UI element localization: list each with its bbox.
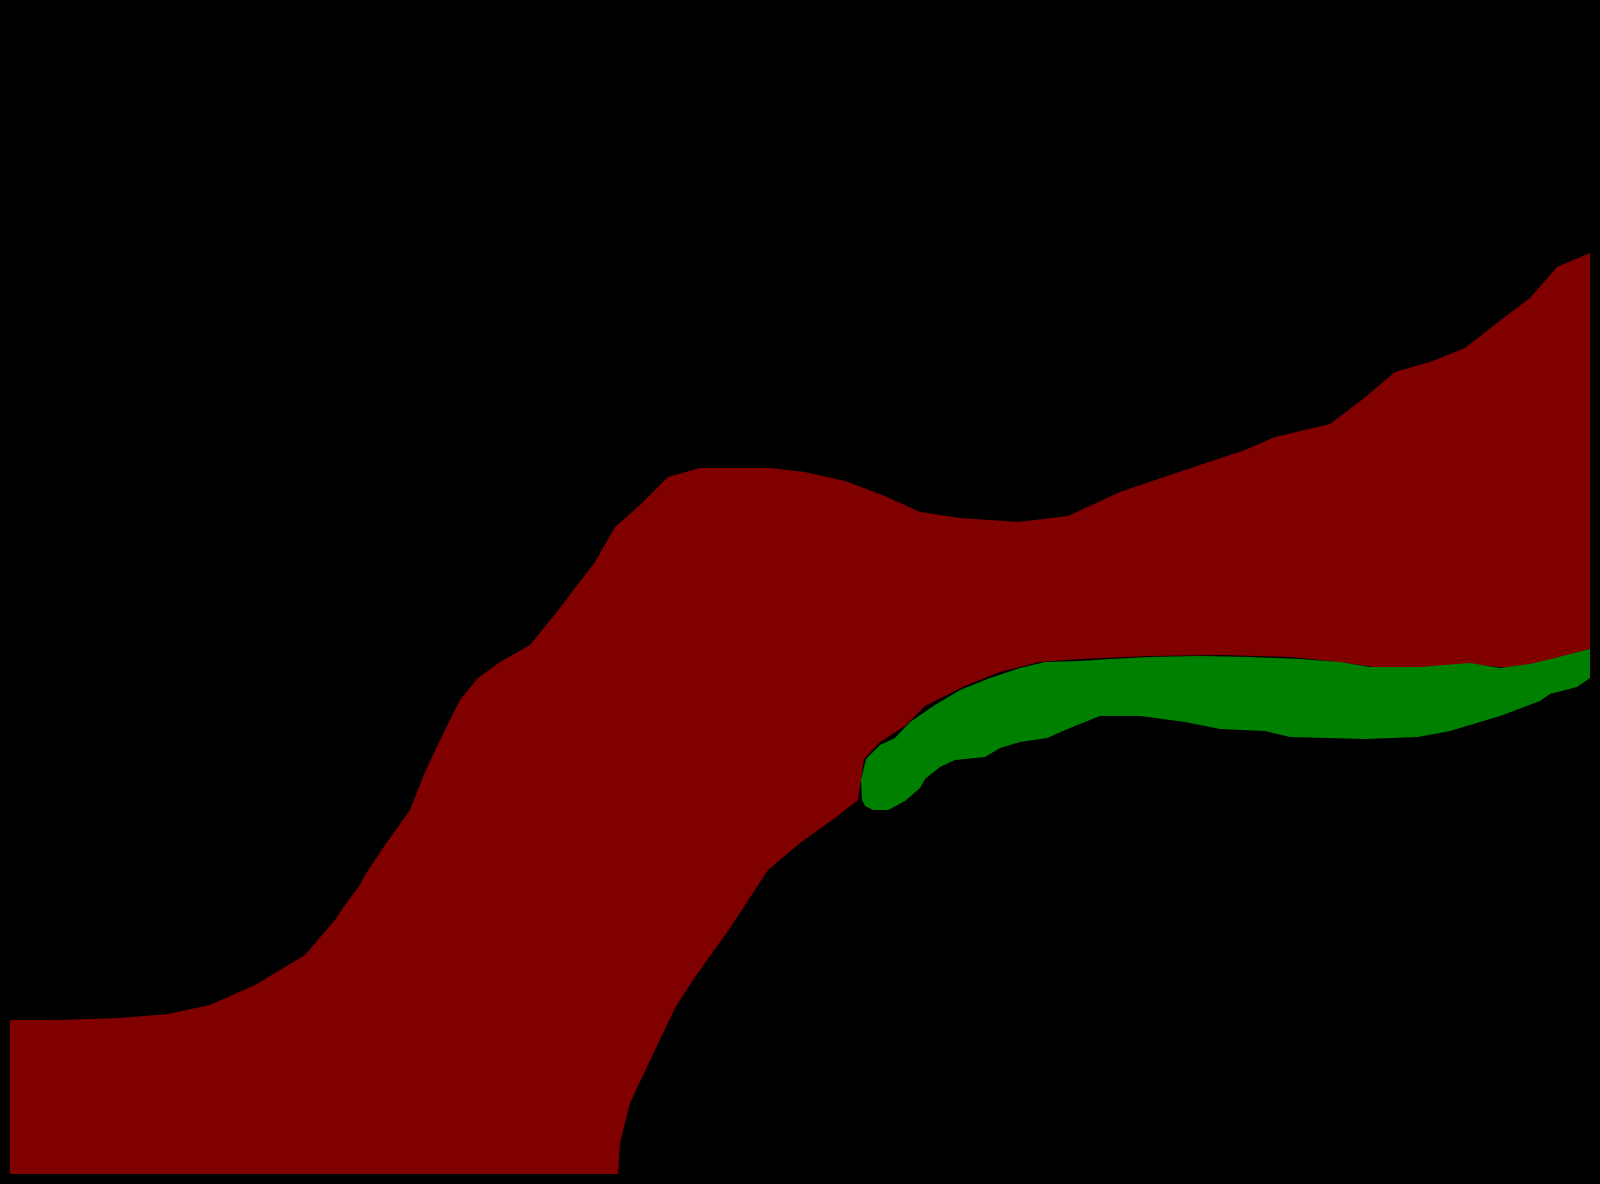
mask-region-red: [10, 253, 1590, 1174]
mask-region-green: [861, 649, 1590, 810]
